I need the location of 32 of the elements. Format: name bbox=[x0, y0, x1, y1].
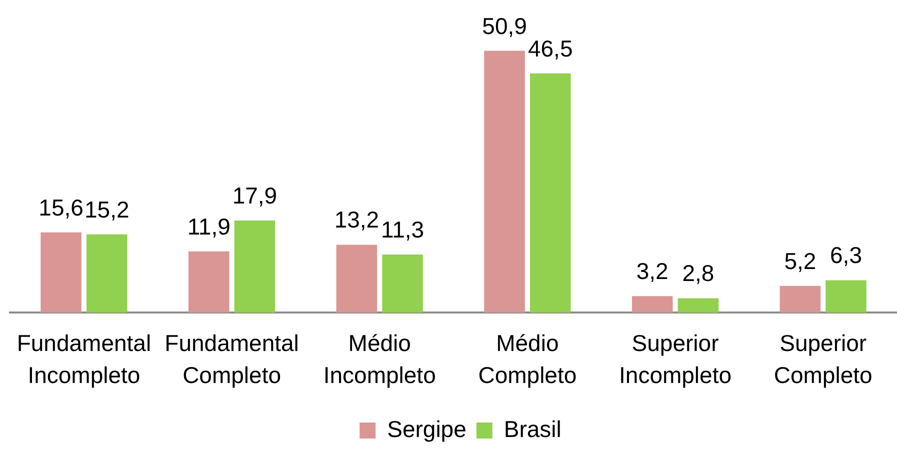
bar bbox=[678, 298, 719, 313]
data-label: 50,9 bbox=[482, 12, 527, 39]
bar bbox=[86, 234, 128, 313]
bar bbox=[484, 50, 525, 313]
data-label: 11,3 bbox=[380, 216, 424, 242]
x-tick-label: Médio Incompleto bbox=[323, 330, 436, 388]
data-label: 11,9 bbox=[187, 213, 230, 240]
x-tick-label: Fundamental Completo bbox=[164, 330, 299, 388]
data-label: 15,2 bbox=[84, 196, 130, 222]
bar bbox=[234, 220, 276, 313]
bar bbox=[40, 232, 82, 313]
x-tick-label: Superior Incompleto bbox=[619, 330, 732, 388]
data-label: 5,2 bbox=[784, 248, 816, 274]
bar bbox=[632, 296, 673, 313]
bar bbox=[530, 73, 571, 313]
legend-label: Sergipe bbox=[387, 416, 466, 442]
bar bbox=[826, 280, 866, 313]
data-label: 15,6 bbox=[38, 194, 84, 220]
x-tick-label: Fundamental Incompleto bbox=[16, 330, 152, 388]
data-label: 17,9 bbox=[232, 182, 278, 209]
data-label: 3,2 bbox=[636, 258, 668, 284]
x-tick-label: Superior Completo bbox=[774, 330, 872, 388]
bar bbox=[336, 244, 378, 313]
data-label: 13,2 bbox=[334, 206, 380, 233]
legend-label: Brasil bbox=[504, 416, 562, 442]
data-label: 46,5 bbox=[528, 35, 573, 62]
x-tick-label: Médio Completo bbox=[478, 330, 577, 388]
bar bbox=[780, 286, 821, 313]
bar bbox=[382, 254, 423, 313]
data-label: 6,3 bbox=[830, 242, 862, 268]
bar bbox=[188, 251, 230, 313]
data-label: 2,8 bbox=[682, 260, 714, 286]
